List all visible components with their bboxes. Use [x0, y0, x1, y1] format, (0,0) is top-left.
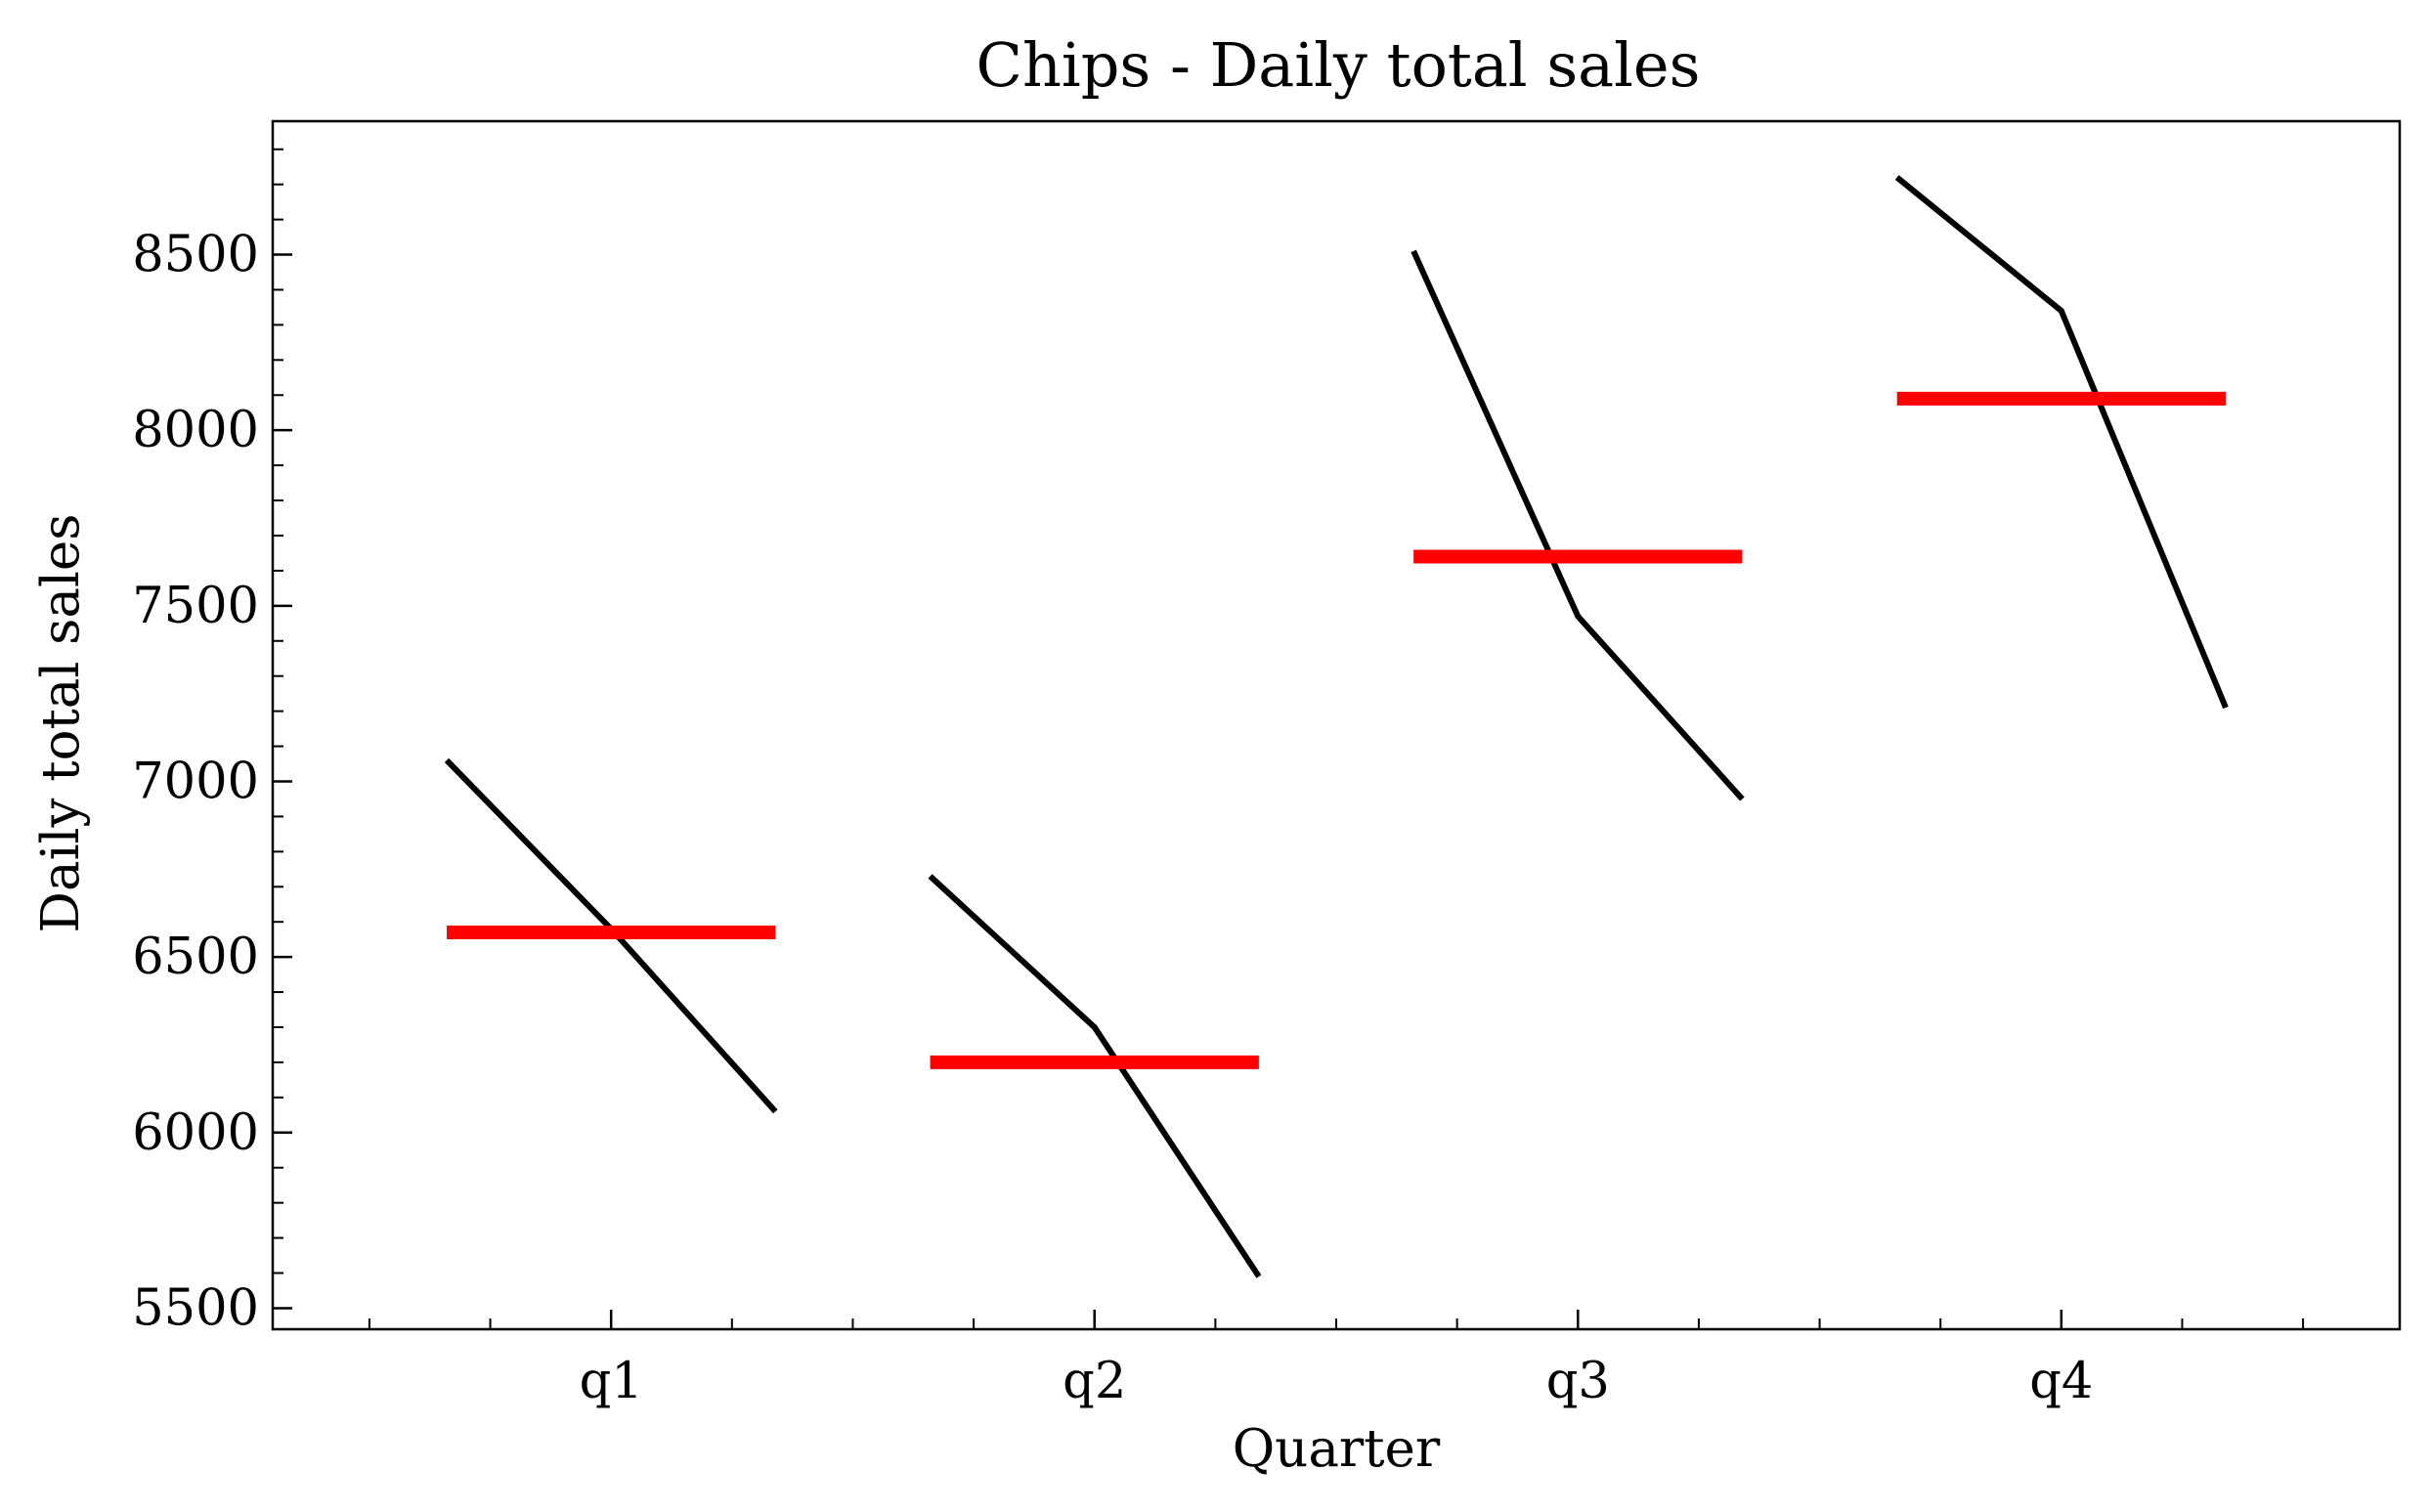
- chart-title: Chips - Daily total sales: [977, 29, 1701, 101]
- x-axis-ticks: q1 q2 q3 q4: [368, 1310, 2305, 1410]
- x-tick-label: q3: [1546, 1353, 1610, 1410]
- x-tick-label: q4: [2029, 1353, 2093, 1410]
- y-tick-label: 7500: [132, 578, 259, 635]
- y-tick-label: 7000: [132, 753, 259, 810]
- quarter-line-q3: [1411, 249, 1745, 801]
- y-axis-ticks: 5500 6000 6500 7000 7500 8000 8500: [132, 148, 292, 1337]
- y-tick-label: 8000: [132, 402, 259, 459]
- plot-area: [444, 175, 2229, 1278]
- quarter-line-q2: [928, 874, 1262, 1278]
- x-tick-label: q1: [580, 1353, 643, 1410]
- y-tick-label: 6500: [132, 929, 259, 986]
- y-tick-label: 8500: [132, 227, 259, 284]
- y-axis-label: Daily total sales: [31, 514, 91, 933]
- y-tick-label: 5500: [132, 1279, 259, 1337]
- x-tick-label: q2: [1063, 1353, 1126, 1410]
- axes-frame: [271, 119, 2402, 1331]
- quarter-line-q4: [1894, 175, 2229, 710]
- x-axis-label: Quarter: [1233, 1419, 1441, 1479]
- y-tick-label: 6000: [132, 1104, 259, 1162]
